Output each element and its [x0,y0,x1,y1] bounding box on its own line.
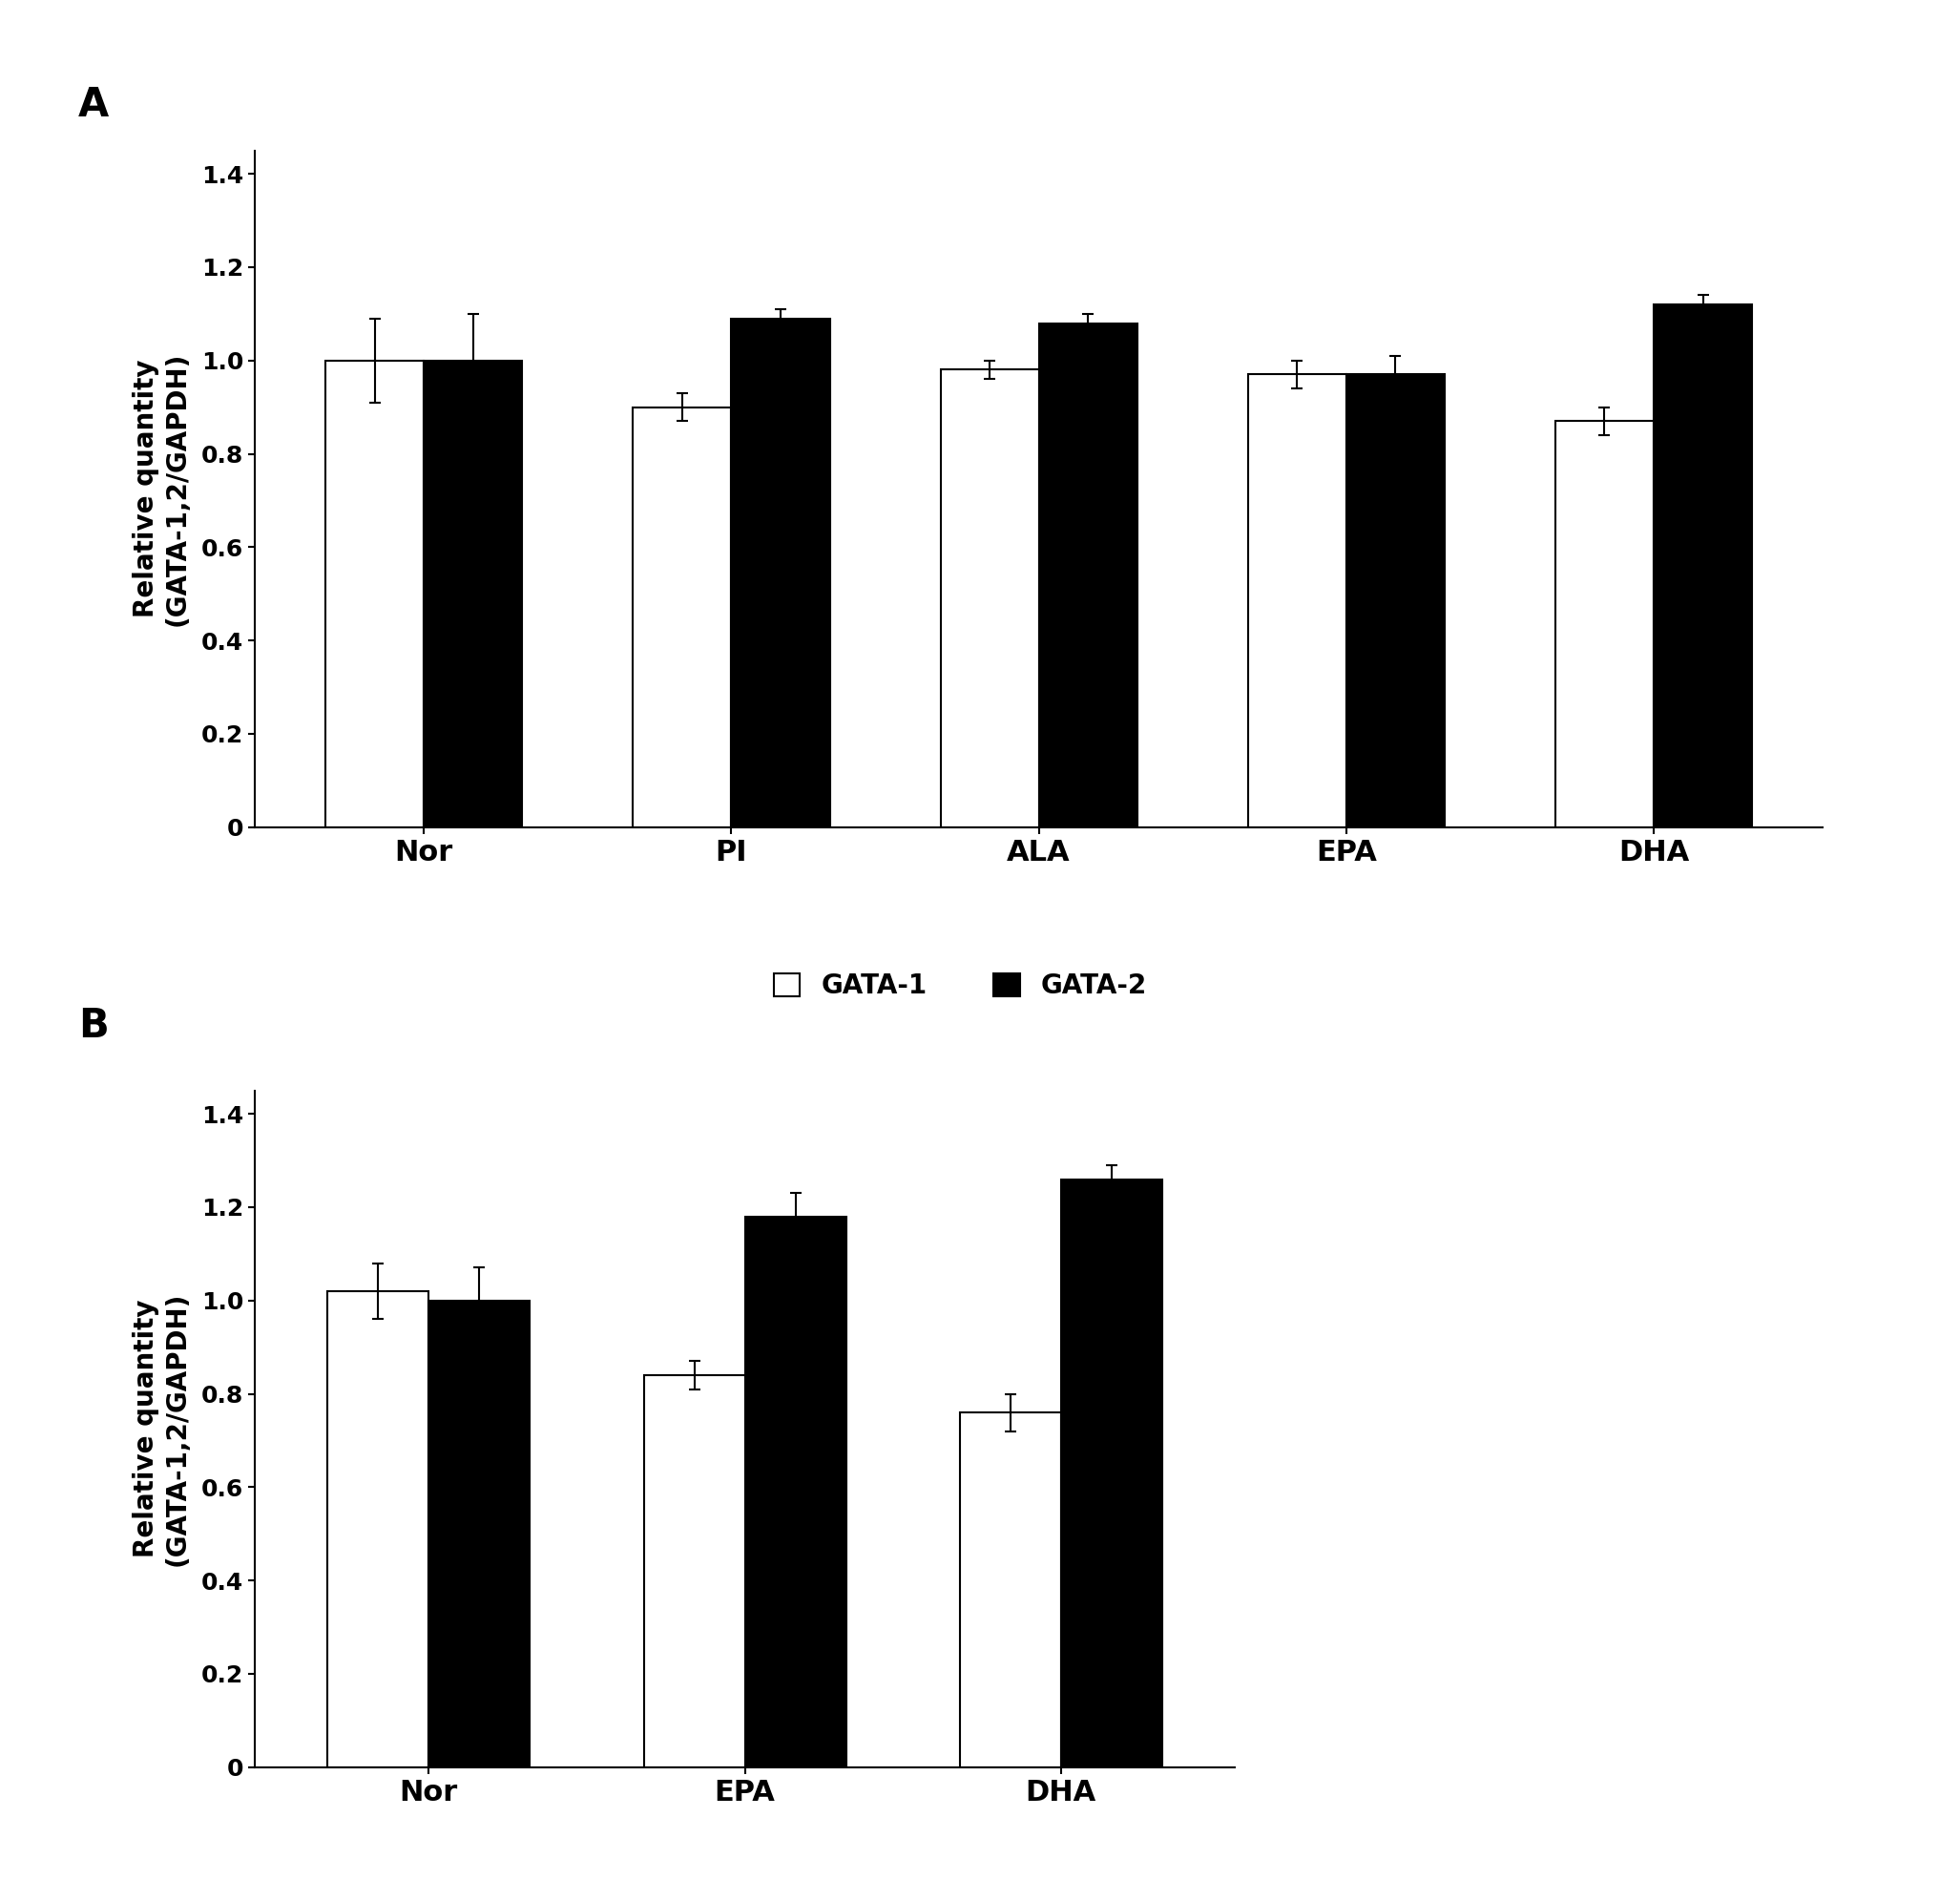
Y-axis label: Relative quantity
(GATA-1,2/GAPDH): Relative quantity (GATA-1,2/GAPDH) [133,1292,190,1566]
Bar [1556,421,1654,827]
Bar [731,318,829,827]
Bar [325,361,423,827]
Legend: GATA-1, GATA-2: GATA-1, GATA-2 [762,963,1158,1010]
Bar [1347,374,1445,827]
Bar [960,1412,1060,1767]
Bar [327,1292,429,1767]
Bar [643,1374,745,1767]
Text: B: B [78,1006,108,1045]
Text: A: A [78,85,110,124]
Bar [941,370,1039,827]
Bar [1654,305,1752,827]
Bar [1249,374,1347,827]
Bar [633,408,731,827]
Bar [1060,1179,1162,1767]
Bar [429,1301,529,1767]
Bar [1039,323,1137,827]
Bar [745,1216,847,1767]
Y-axis label: Relative quantity
(GATA-1,2/GAPDH): Relative quantity (GATA-1,2/GAPDH) [133,352,190,626]
Bar [423,361,521,827]
